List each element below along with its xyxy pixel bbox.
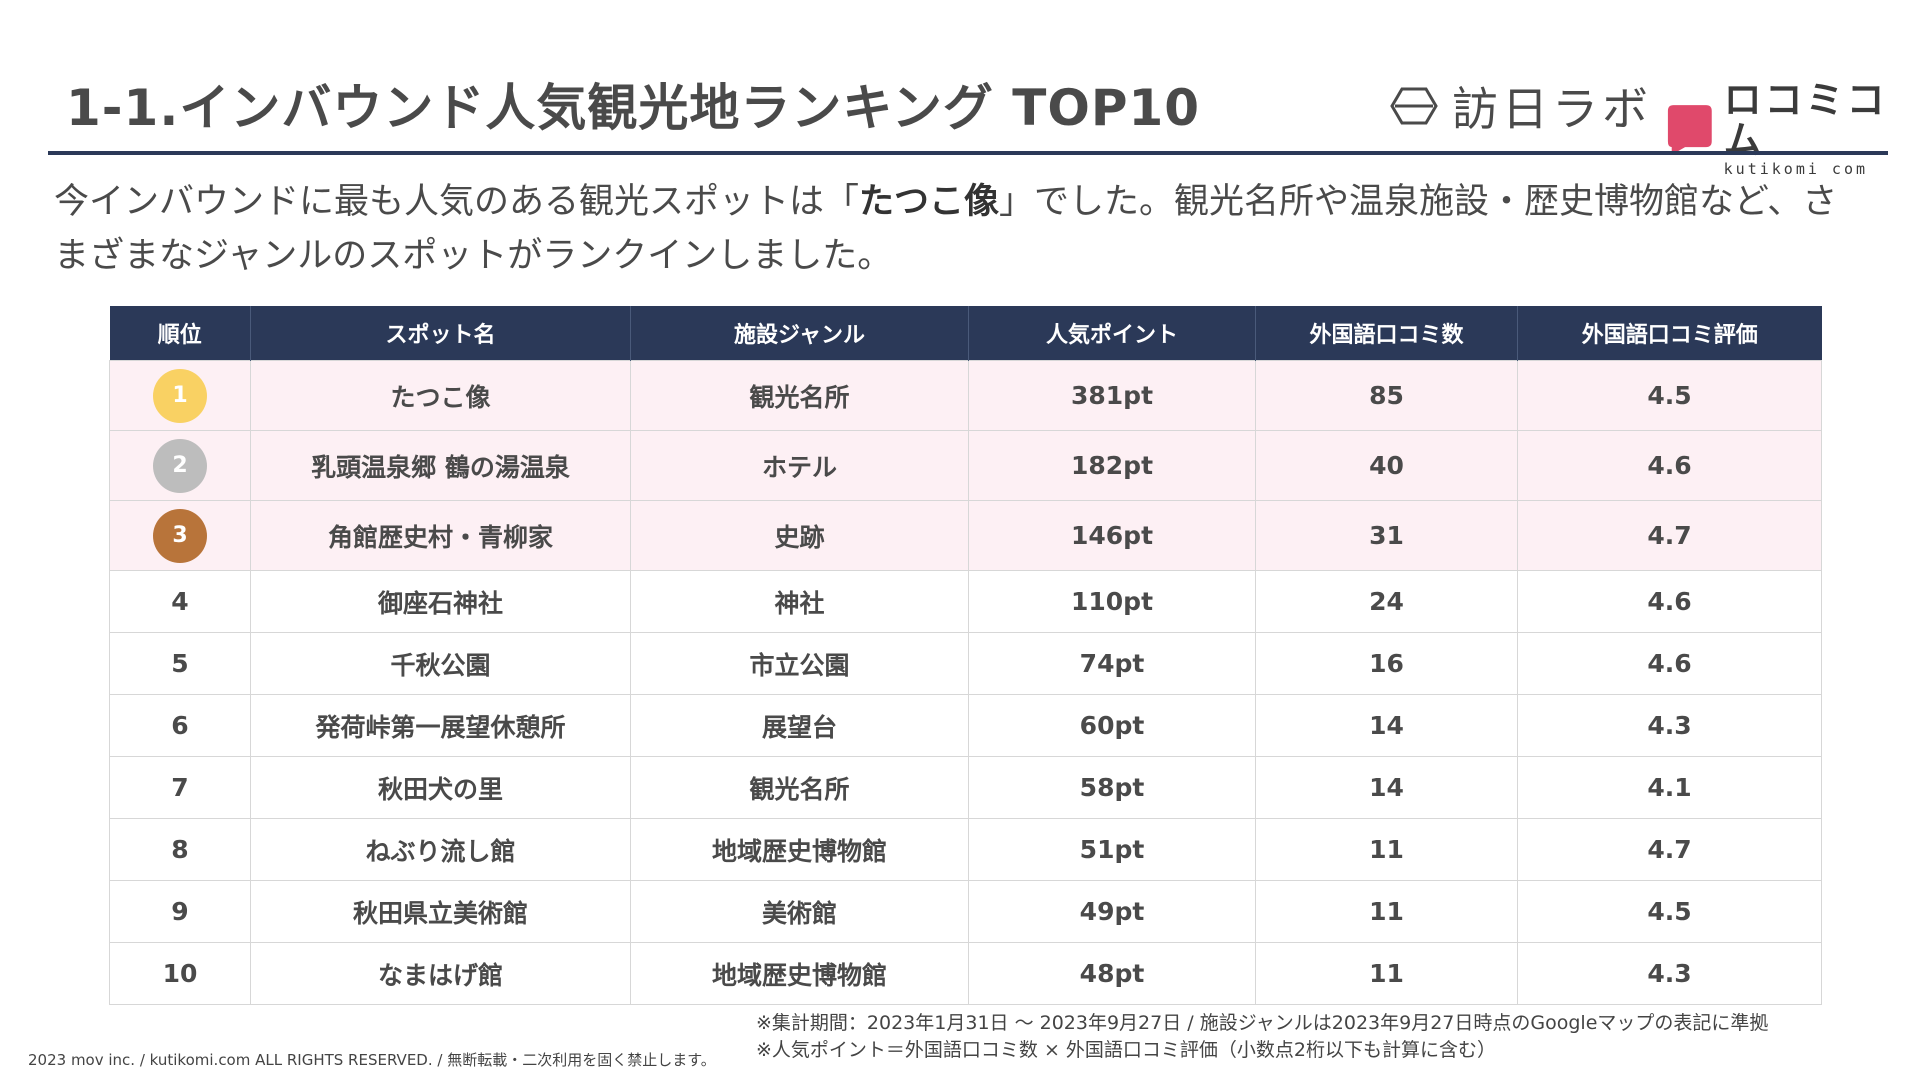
- rating-cell: 4.7: [1517, 500, 1822, 571]
- summary-highlight: たつこ像: [859, 182, 1000, 222]
- table-row: 10 なまはげ館 地域歴史博物館 48pt 11 4.3: [109, 942, 1822, 1005]
- points-cell: 49pt: [968, 880, 1256, 943]
- genre-cell: 史跡: [630, 500, 969, 571]
- rating-cell: 4.6: [1517, 570, 1822, 633]
- points-cell: 146pt: [968, 500, 1256, 571]
- page-title: 1-1.インバウンド人気観光地ランキング TOP10: [66, 79, 1201, 137]
- spot-name-cell: 秋田犬の里: [250, 756, 631, 819]
- header-genre: 施設ジャンル: [630, 306, 969, 361]
- rating-cell: 4.7: [1517, 818, 1822, 881]
- points-cell: 381pt: [968, 360, 1256, 431]
- points-cell: 110pt: [968, 570, 1256, 633]
- summary-after: 」でした。観光名所や温泉施設・歴史博物館など、さまざまなジャンルのスポットがラン…: [54, 182, 1838, 276]
- genre-cell: ホテル: [630, 430, 969, 501]
- summary-before: 今インバウンドに最も人気のある観光スポットは「: [54, 182, 860, 222]
- rank-cell: 7: [109, 756, 251, 819]
- spot-name-cell: 千秋公園: [250, 632, 631, 695]
- genre-cell: 地域歴史博物館: [630, 942, 969, 1005]
- footnote-period: ※集計期間：2023年1月31日 〜 2023年9月27日 / 施設ジャンルは2…: [756, 1012, 1769, 1034]
- houjin-labo-logo: 訪日ラボ: [1390, 78, 1652, 136]
- table-header-row: 順位 スポット名 施設ジャンル 人気ポイント 外国語口コミ数 外国語口コミ評価: [109, 306, 1822, 361]
- review-count-cell: 11: [1255, 880, 1518, 943]
- table-row: 6 発荷峠第一展望休憩所 展望台 60pt 14 4.3: [109, 694, 1822, 757]
- spot-name-cell: なまはげ館: [250, 942, 631, 1005]
- table-row: 4 御座石神社 神社 110pt 24 4.6: [109, 570, 1822, 633]
- table-row: 7 秋田犬の里 観光名所 58pt 14 4.1: [109, 756, 1822, 819]
- review-count-cell: 14: [1255, 694, 1518, 757]
- points-cell: 60pt: [968, 694, 1256, 757]
- review-count-cell: 31: [1255, 500, 1518, 571]
- genre-cell: 市立公園: [630, 632, 969, 695]
- footnotes: ※集計期間：2023年1月31日 〜 2023年9月27日 / 施設ジャンルは2…: [756, 1010, 1768, 1064]
- rank-cell: 6: [109, 694, 251, 757]
- review-count-cell: 24: [1255, 570, 1518, 633]
- points-cell: 74pt: [968, 632, 1256, 695]
- rank-cell: 1: [109, 360, 251, 431]
- genre-cell: 神社: [630, 570, 969, 633]
- review-count-cell: 16: [1255, 632, 1518, 695]
- points-cell: 182pt: [968, 430, 1256, 501]
- table-row: 1 たつこ像 観光名所 381pt 85 4.5: [109, 360, 1822, 431]
- genre-cell: 観光名所: [630, 756, 969, 819]
- ranking-table: 順位 スポット名 施設ジャンル 人気ポイント 外国語口コミ数 外国語口コミ評価 …: [109, 306, 1822, 1005]
- rating-cell: 4.6: [1517, 430, 1822, 501]
- spot-name-cell: 角館歴史村・青柳家: [250, 500, 631, 571]
- spot-name-cell: 秋田県立美術館: [250, 880, 631, 943]
- rank-cell: 3: [109, 500, 251, 571]
- rank-cell: 10: [109, 942, 251, 1005]
- kutikomi-logo-text: ロコミコム: [1723, 78, 1888, 162]
- rank-cell: 9: [109, 880, 251, 943]
- houjin-labo-logo-text: 訪日ラボ: [1452, 82, 1652, 136]
- summary-text: 今インバウンドに最も人気のある観光スポットは「たつこ像」でした。観光名所や温泉施…: [54, 175, 1854, 283]
- rank-medal-badge: 2: [153, 438, 207, 493]
- table-row: 5 千秋公園 市立公園 74pt 16 4.6: [109, 632, 1822, 695]
- rank-cell: 4: [109, 570, 251, 633]
- kutikomi-logo-subtext: kutikomi com: [1723, 160, 1869, 178]
- genre-cell: 観光名所: [630, 360, 969, 431]
- review-count-cell: 85: [1255, 360, 1518, 431]
- header-review-count: 外国語口コミ数: [1255, 306, 1518, 361]
- table-row: 3 角館歴史村・青柳家 史跡 146pt 31 4.7: [109, 500, 1822, 571]
- points-cell: 58pt: [968, 756, 1256, 819]
- review-count-cell: 40: [1255, 430, 1518, 501]
- spot-name-cell: ねぶり流し館: [250, 818, 631, 881]
- review-count-cell: 11: [1255, 818, 1518, 881]
- points-cell: 48pt: [968, 942, 1256, 1005]
- rating-cell: 4.3: [1517, 694, 1822, 757]
- rank-medal-badge: 3: [153, 508, 207, 563]
- header-spot-name: スポット名: [250, 306, 631, 361]
- rank-medal-badge: 1: [153, 368, 207, 423]
- rating-cell: 4.5: [1517, 880, 1822, 943]
- review-count-cell: 14: [1255, 756, 1518, 819]
- header-rank: 順位: [109, 306, 251, 361]
- genre-cell: 地域歴史博物館: [630, 818, 969, 881]
- spot-name-cell: たつこ像: [250, 360, 631, 431]
- footnote-formula: ※人気ポイント＝外国語口コミ数 × 外国語口コミ評価（小数点2桁以下も計算に含む…: [756, 1039, 1497, 1061]
- table-row: 9 秋田県立美術館 美術館 49pt 11 4.5: [109, 880, 1822, 943]
- spot-name-cell: 発荷峠第一展望休憩所: [250, 694, 631, 757]
- spot-name-cell: 乳頭温泉郷 鶴の湯温泉: [250, 430, 631, 501]
- review-count-cell: 11: [1255, 942, 1518, 1005]
- rating-cell: 4.5: [1517, 360, 1822, 431]
- genre-cell: 展望台: [630, 694, 969, 757]
- genre-cell: 美術館: [630, 880, 969, 943]
- rank-cell: 2: [109, 430, 251, 501]
- rating-cell: 4.1: [1517, 756, 1822, 819]
- rank-cell: 8: [109, 818, 251, 881]
- kutikomi-logo: ロコミコム kutikomi com: [1666, 80, 1919, 178]
- table-row: 8 ねぶり流し館 地域歴史博物館 51pt 11 4.7: [109, 818, 1822, 881]
- title-divider: [48, 151, 1888, 155]
- hexagon-logo-icon: [1390, 87, 1438, 125]
- speech-bubble-logo-icon: [1667, 105, 1712, 155]
- spot-name-cell: 御座石神社: [250, 570, 631, 633]
- table-row: 2 乳頭温泉郷 鶴の湯温泉 ホテル 182pt 40 4.6: [109, 430, 1822, 501]
- rank-cell: 5: [109, 632, 251, 695]
- copyright-text: 2023 mov inc. / kutikomi.com ALL RIGHTS …: [28, 1051, 716, 1069]
- header-review-rating: 外国語口コミ評価: [1517, 306, 1822, 361]
- points-cell: 51pt: [968, 818, 1256, 881]
- header-points: 人気ポイント: [968, 306, 1256, 361]
- rating-cell: 4.6: [1517, 632, 1822, 695]
- rating-cell: 4.3: [1517, 942, 1822, 1005]
